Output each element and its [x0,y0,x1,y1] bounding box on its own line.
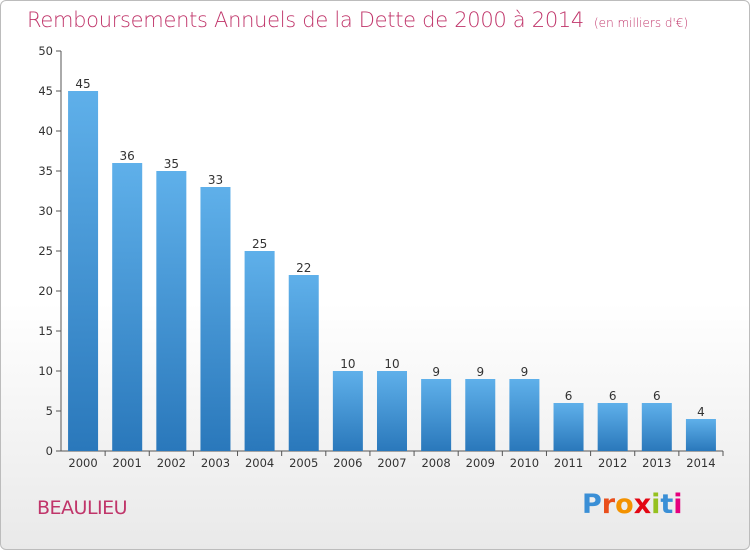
value-labels: 45 36 35 33 25 22 10 10 9 9 9 6 6 6 4 [75,77,704,419]
y-tick-label: 35 [38,164,53,178]
x-tick-label: 2000 [68,456,97,470]
bar [112,163,143,451]
brand-logo: Proxiti [582,489,683,520]
y-tick-label: 5 [46,404,53,418]
x-tick-label: 2009 [466,456,495,470]
data-label: 9 [521,365,529,379]
y-tick-label: 20 [38,284,53,298]
x-tick-label: 2010 [510,456,539,470]
bar [597,403,628,451]
bar [288,275,319,451]
data-label: 6 [565,389,573,403]
data-label: 9 [432,365,440,379]
bar [421,379,452,451]
data-label: 22 [296,261,311,275]
x-tick-label: 2008 [421,456,450,470]
data-label: 45 [75,77,90,91]
data-label: 9 [476,365,484,379]
x-tick-label: 2004 [245,456,274,470]
y-tick-label: 0 [46,444,53,458]
y-tick-label: 25 [38,244,53,258]
bar [68,91,99,451]
x-tick-label: 2003 [201,456,230,470]
bar [553,403,584,451]
brand-letter: i [673,489,683,520]
y-tick-label: 15 [38,324,53,338]
data-label: 36 [120,149,135,163]
data-label: 6 [653,389,661,403]
x-tick-label: 2005 [289,456,318,470]
data-label: 35 [164,157,179,171]
brand-letter: r [601,489,616,520]
x-tick-label: 2012 [598,456,627,470]
bar [156,171,187,451]
y-tick-label: 40 [38,124,53,138]
brand-letter: P [582,489,602,520]
bar [376,371,408,451]
x-tick-label: 2002 [157,456,186,470]
data-label: 10 [340,357,355,371]
data-label: 10 [384,357,399,371]
bar [200,187,231,451]
y-tick-label: 50 [38,44,53,58]
bar [244,251,275,451]
y-tick-label: 10 [38,364,53,378]
y-axis: 0 5 10 15 20 25 30 35 40 45 50 [38,44,62,458]
chart-title-text: Remboursements Annuels de la Dette de 20… [27,8,584,32]
bar [332,371,363,451]
y-tick-label: 30 [38,204,53,218]
place-name: BEAULIEU [37,497,128,519]
brand-letter: o [615,489,634,520]
data-label: 25 [252,237,267,251]
x-tick-label: 2006 [333,456,362,470]
chart-subtitle: (en milliers d'€) [594,16,689,30]
brand-letter: x [633,489,652,520]
x-tick-label: 2001 [113,456,142,470]
data-label: 33 [208,173,223,187]
bar [685,419,716,451]
data-label: 6 [609,389,617,403]
bar [465,379,496,451]
x-tick-label: 2007 [377,456,406,470]
chart-title: Remboursements Annuels de la Dette de 20… [27,8,688,32]
x-tick-label: 2011 [554,456,583,470]
bar [641,403,672,451]
brand-letter: i [651,489,661,520]
bars [68,91,716,451]
x-axis: 2000 2001 2002 2003 2004 2005 2006 2007 2008 2009… [61,450,724,470]
x-tick-label: 2014 [686,456,715,470]
x-tick-label: 2013 [642,456,671,470]
y-tick-label: 45 [38,84,53,98]
brand-letter: t [660,489,674,520]
bar [509,379,540,451]
data-label: 4 [697,405,705,419]
